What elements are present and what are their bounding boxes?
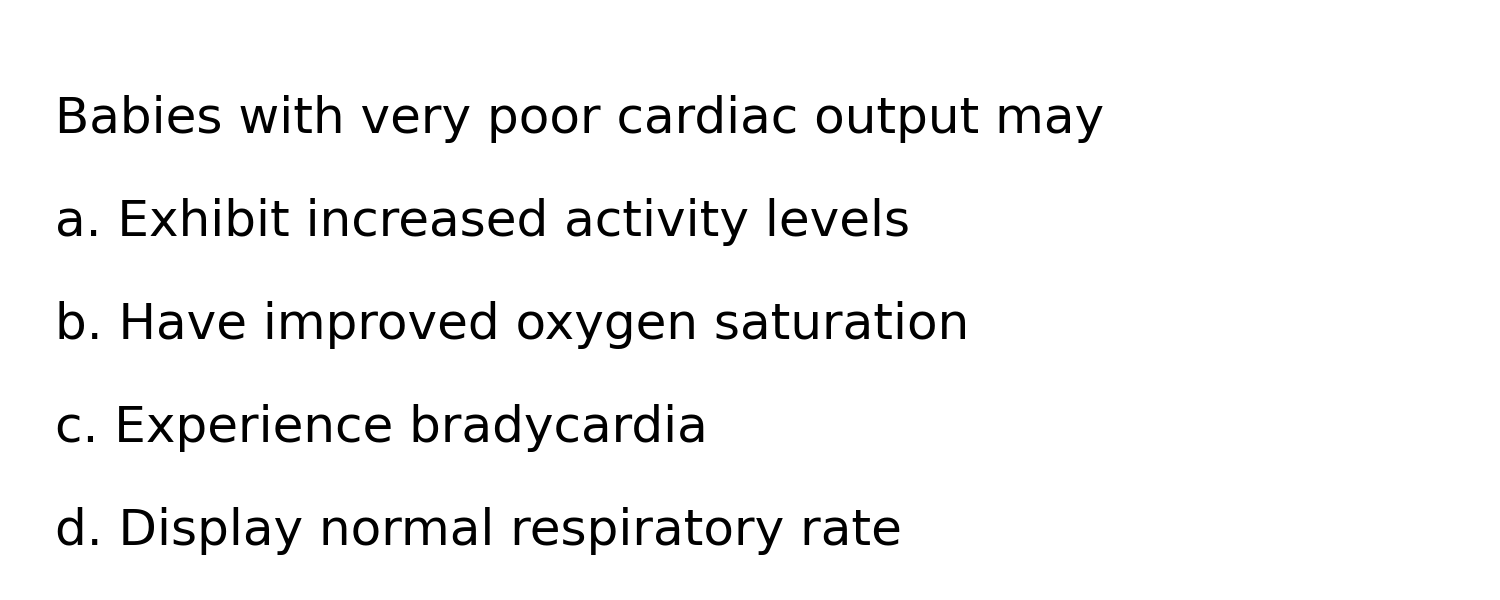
Text: a. Exhibit increased activity levels: a. Exhibit increased activity levels: [56, 198, 910, 246]
Text: Babies with very poor cardiac output may: Babies with very poor cardiac output may: [56, 95, 1104, 143]
Text: c. Experience bradycardia: c. Experience bradycardia: [56, 404, 708, 452]
Text: b. Have improved oxygen saturation: b. Have improved oxygen saturation: [56, 301, 969, 349]
Text: d. Display normal respiratory rate: d. Display normal respiratory rate: [56, 507, 901, 555]
